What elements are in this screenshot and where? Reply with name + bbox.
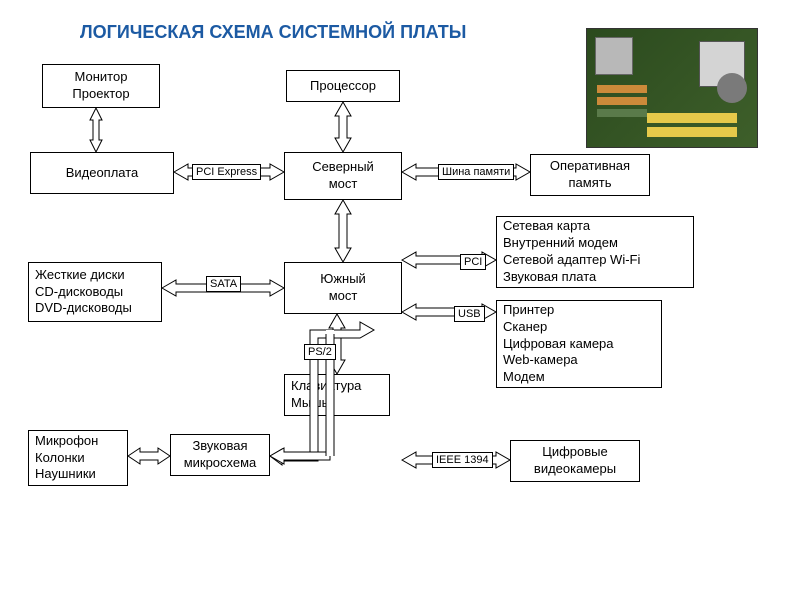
node-text: Южный bbox=[320, 271, 366, 288]
node-text: Оперативная bbox=[550, 158, 630, 175]
node-text: видеокамеры bbox=[534, 461, 616, 478]
node-text: CD-дисководы bbox=[35, 284, 155, 301]
label-pci-express: PCI Express bbox=[192, 164, 261, 180]
node-ram: Оперативная память bbox=[530, 154, 650, 196]
node-text: DVD-дисководы bbox=[35, 300, 155, 317]
node-text: Звуковая плата bbox=[503, 269, 687, 286]
node-text: Колонки bbox=[35, 450, 121, 467]
node-sound-chip: Звуковая микросхема bbox=[170, 434, 270, 476]
node-text: Звуковая bbox=[192, 438, 247, 455]
node-video: Видеоплата bbox=[30, 152, 174, 194]
node-text: Микрофон bbox=[35, 433, 121, 450]
node-text: Мышь bbox=[291, 395, 383, 412]
node-monitor: Монитор Проектор bbox=[42, 64, 160, 108]
node-text: микросхема bbox=[184, 455, 257, 472]
node-text: Сетевой адаптер Wi-Fi bbox=[503, 252, 687, 269]
motherboard-image bbox=[586, 28, 758, 148]
node-keyboard: Клавиатура Мышь bbox=[284, 374, 390, 416]
node-text: Процессор bbox=[310, 78, 376, 95]
node-text: Проектор bbox=[72, 86, 129, 103]
node-text: Клавиатура bbox=[291, 378, 383, 395]
node-text: Монитор bbox=[75, 69, 128, 86]
label-sata: SATA bbox=[206, 276, 241, 292]
node-south-bridge: Южный мост bbox=[284, 262, 402, 314]
page-title: ЛОГИЧЕСКАЯ СХЕМА СИСТЕМНОЙ ПЛАТЫ bbox=[80, 22, 466, 43]
node-text: Видеоплата bbox=[66, 165, 139, 182]
node-text: Северный bbox=[312, 159, 374, 176]
node-text: Жесткие диски bbox=[35, 267, 155, 284]
node-usb-devices: Принтер Сканер Цифровая камера Web-камер… bbox=[496, 300, 662, 388]
node-text: Сканер bbox=[503, 319, 655, 336]
label-pci: PCI bbox=[460, 254, 486, 270]
node-north-bridge: Северный мост bbox=[284, 152, 402, 200]
node-text: Web-камера bbox=[503, 352, 655, 369]
node-text: Сетевая карта bbox=[503, 218, 687, 235]
node-text: Принтер bbox=[503, 302, 655, 319]
node-text: Модем bbox=[503, 369, 655, 386]
node-text: Цифровая камера bbox=[503, 336, 655, 353]
node-text: память bbox=[569, 175, 612, 192]
node-text: мост bbox=[329, 176, 358, 193]
node-text: Внутренний модем bbox=[503, 235, 687, 252]
label-ps2: PS/2 bbox=[304, 344, 336, 360]
label-usb: USB bbox=[454, 306, 485, 322]
node-firewire: Цифровые видеокамеры bbox=[510, 440, 640, 482]
node-text: мост bbox=[329, 288, 358, 305]
node-audio-io: Микрофон Колонки Наушники bbox=[28, 430, 128, 486]
node-text: Наушники bbox=[35, 466, 121, 483]
node-storage: Жесткие диски CD-дисководы DVD-дисководы bbox=[28, 262, 162, 322]
node-text: Цифровые bbox=[542, 444, 608, 461]
node-pci-devices: Сетевая карта Внутренний модем Сетевой а… bbox=[496, 216, 694, 288]
label-ieee1394: IEEE 1394 bbox=[432, 452, 493, 468]
label-memory-bus: Шина памяти bbox=[438, 164, 514, 180]
node-processor: Процессор bbox=[286, 70, 400, 102]
